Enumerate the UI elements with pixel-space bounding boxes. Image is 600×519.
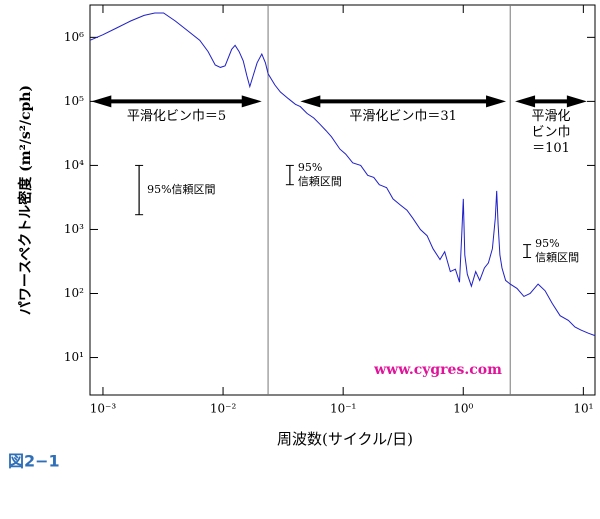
arrow-head: [486, 95, 507, 108]
y-tick-label: 10³: [64, 222, 84, 236]
y-tick-label: 10⁵: [64, 94, 84, 108]
arrow-head: [515, 95, 536, 108]
x-tick-label: 10⁻²: [210, 402, 237, 416]
ci-label: 信頼区間: [298, 175, 342, 188]
band-label: 平滑化ビン巾＝5: [127, 109, 226, 124]
y-axis-label: パワースペクトル密度 (m²/s²/cph): [17, 85, 34, 315]
watermark: www.cygres.com: [373, 362, 502, 378]
ci-label: 信頼区間: [535, 251, 579, 264]
arrow-head: [566, 95, 587, 108]
band-label: 平滑化ビン巾＝31: [349, 109, 457, 124]
x-tick-label: 10⁻¹: [330, 402, 356, 416]
ci-label: 95%: [535, 237, 559, 250]
y-tick-label: 10⁴: [64, 158, 84, 172]
y-tick-label: 10⁶: [64, 30, 84, 44]
y-tick-label: 10¹: [64, 350, 84, 364]
ci-label: 95%信頼区間: [147, 183, 215, 196]
arrow-head: [241, 95, 262, 108]
x-axis-label: 周波数(サイクル/日): [277, 430, 413, 448]
ci-label: 95%: [298, 161, 322, 174]
x-tick-label: 10⁻³: [90, 402, 117, 416]
spectrum-line: [89, 12, 596, 337]
x-tick-label: 10⁰: [453, 402, 473, 416]
arrow-head: [300, 95, 321, 108]
arrow-head: [91, 95, 112, 108]
band-label: 平滑化: [531, 109, 570, 124]
caption: 図2−1: [8, 452, 60, 471]
y-tick-label: 10²: [64, 286, 84, 300]
plot-frame: [89, 4, 596, 396]
band-label: ビン巾: [531, 125, 570, 140]
x-tick-label: 10¹: [573, 402, 593, 416]
band-label: ＝101: [532, 141, 570, 156]
